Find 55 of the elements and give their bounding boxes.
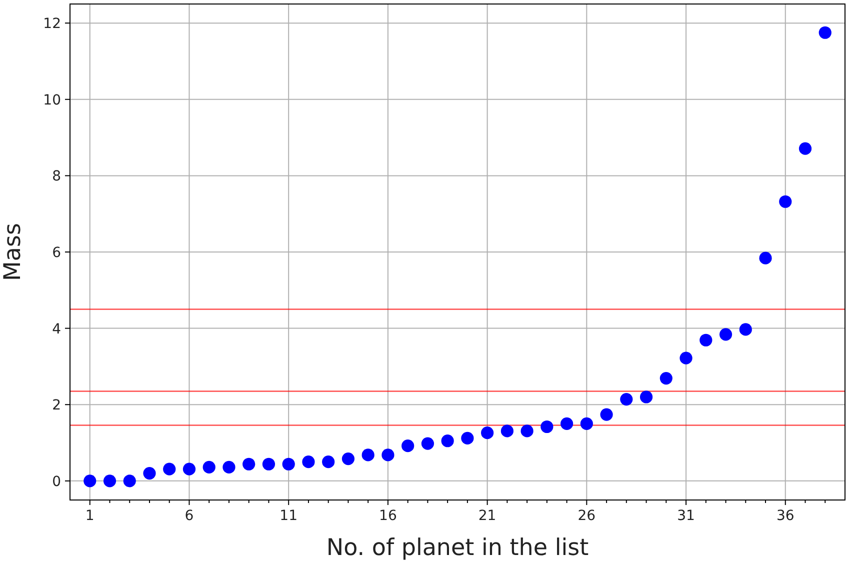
point — [84, 474, 96, 488]
point — [481, 426, 494, 440]
point — [818, 26, 832, 39]
point — [640, 390, 653, 404]
point — [302, 456, 315, 468]
point — [540, 420, 554, 434]
point — [282, 458, 295, 470]
x-tick-label: 31 — [677, 508, 695, 524]
point — [402, 440, 414, 452]
point — [242, 458, 256, 470]
point — [421, 437, 434, 450]
point — [441, 434, 454, 448]
point — [202, 460, 216, 474]
point — [342, 452, 355, 466]
point — [143, 466, 156, 480]
x-tick-label: 6 — [184, 508, 194, 524]
y-tick-label: 4 — [52, 321, 62, 338]
point — [719, 328, 732, 341]
y-tick-label: 8 — [52, 168, 61, 185]
y-tick-label: 10 — [43, 92, 61, 108]
point — [759, 252, 772, 264]
point — [560, 417, 574, 430]
x-tick-label: 21 — [478, 508, 496, 524]
x-tick-label: 1 — [85, 508, 94, 524]
point — [262, 458, 276, 470]
point — [580, 417, 593, 430]
point — [222, 460, 236, 474]
point — [620, 392, 633, 406]
y-tick-label: 6 — [52, 245, 62, 261]
point — [163, 462, 176, 476]
point — [798, 142, 812, 155]
point — [660, 372, 672, 385]
point — [680, 352, 692, 364]
x-tick-label: 36 — [776, 508, 794, 524]
point — [362, 448, 374, 462]
y-tick-label: 0 — [52, 474, 61, 490]
y-tick-label: 2 — [52, 398, 61, 414]
y-axis-title: Mass — [0, 223, 26, 281]
point — [322, 456, 335, 468]
x-tick-label: 26 — [578, 508, 596, 524]
point — [182, 462, 196, 476]
x-tick-label: 16 — [379, 508, 397, 524]
point — [103, 474, 116, 488]
point — [382, 448, 394, 462]
point — [500, 424, 514, 438]
point — [461, 432, 474, 444]
point — [700, 334, 712, 346]
y-tick-label: 12 — [43, 16, 61, 32]
point — [600, 408, 613, 421]
x-tick-label: 11 — [280, 508, 298, 524]
point — [123, 474, 136, 488]
x-axis-title: No. of planet in the list — [326, 535, 589, 561]
point — [520, 424, 534, 438]
point — [739, 323, 752, 336]
point — [779, 195, 792, 208]
